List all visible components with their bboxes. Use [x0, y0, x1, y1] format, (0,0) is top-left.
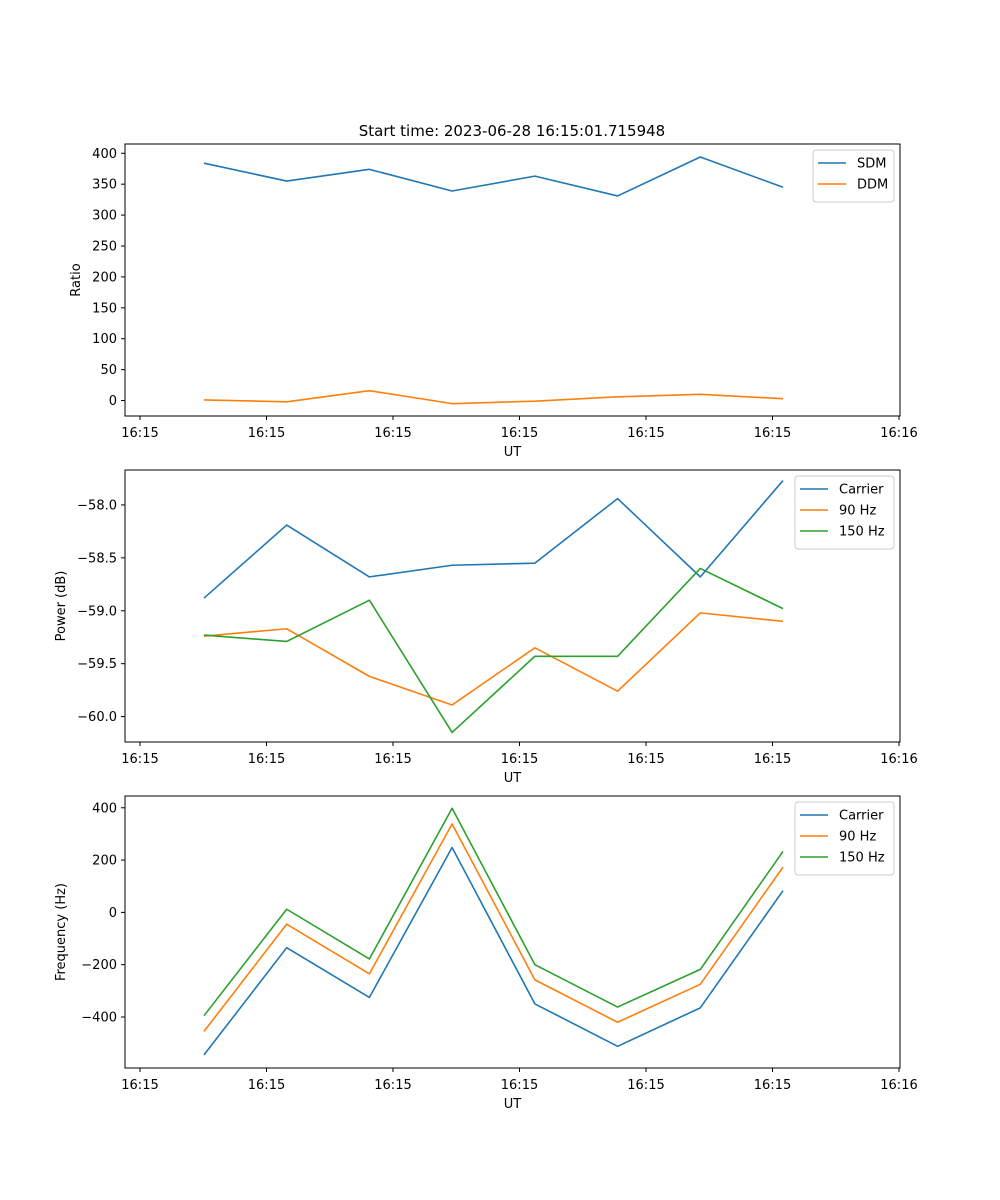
series-line-ddm	[203, 389, 784, 405]
y-tick-label: −400	[81, 1011, 117, 1026]
x-tick-label: 16:15	[627, 752, 664, 767]
y-tick-label: 200	[92, 270, 117, 285]
y-tick-label: 150	[92, 301, 117, 316]
y-axis-label: Ratio	[69, 263, 84, 296]
x-tick-label: 16:15	[501, 426, 538, 441]
y-tick-label: 200	[92, 854, 117, 869]
x-tick-label: 16:15	[121, 426, 158, 441]
x-axis-label: UT	[504, 445, 522, 460]
x-tick-label: 16:15	[627, 1078, 664, 1093]
legend: SDM DDM	[812, 149, 895, 203]
x-tick-label: 16:15	[754, 752, 791, 767]
y-tick-label: 0	[109, 394, 117, 409]
legend-label: Carrier	[839, 483, 884, 498]
y-axis-label: Frequency (Hz)	[54, 883, 69, 981]
series-line-90-hz	[203, 612, 784, 706]
y-tick-label: 100	[92, 332, 117, 347]
series-line-sdm	[203, 156, 784, 197]
legend: Carrier 90 Hz 150 Hz	[794, 801, 895, 876]
y-tick-label: −200	[81, 958, 117, 973]
series-line-150-hz	[203, 567, 784, 734]
y-tick-label: −59.5	[77, 657, 117, 672]
figure-title: Start time: 2023-06-28 16:15:01.715948	[359, 122, 665, 140]
x-tick-label: 16:15	[754, 426, 791, 441]
y-tick-label: 300	[92, 209, 117, 224]
legend: Carrier 90 Hz 150 Hz	[794, 475, 895, 550]
series-line-90-hz	[203, 823, 784, 1032]
y-tick-label: −59.0	[77, 604, 117, 619]
x-tick-label: 16:15	[121, 1078, 158, 1093]
y-tick-label: 400	[92, 147, 117, 162]
plot-frame	[124, 795, 901, 1069]
x-tick-label: 16:15	[501, 1078, 538, 1093]
x-axis-label: UT	[504, 1097, 522, 1112]
legend-label: 150 Hz	[839, 851, 885, 866]
legend-label: DDM	[857, 178, 888, 193]
x-tick-label: 16:15	[754, 1078, 791, 1093]
x-tick-label: 16:15	[248, 426, 285, 441]
y-tick-label: −58.5	[77, 551, 117, 566]
series-line-carrier	[203, 846, 784, 1056]
x-tick-label: 16:15	[248, 1078, 285, 1093]
y-tick-label: 0	[109, 906, 117, 921]
x-tick-label: 16:15	[501, 752, 538, 767]
y-tick-label: 50	[100, 363, 117, 378]
chart-panel-3: 16:15 16:15 16:15 16:15 16:15 16:15 16:16 −400 −…	[54, 795, 918, 1112]
x-tick-label: 16:16	[880, 426, 917, 441]
x-tick-label: 16:16	[880, 752, 917, 767]
y-tick-label: 250	[92, 240, 117, 255]
y-tick-label: 400	[92, 801, 117, 816]
x-tick-label: 16:15	[248, 752, 285, 767]
x-tick-label: 16:15	[374, 1078, 411, 1093]
x-tick-label: 16:16	[880, 1078, 917, 1093]
y-axis-label: Power (dB)	[54, 571, 69, 642]
chart-panel-2: 16:15 16:15 16:15 16:15 16:15 16:15 16:16 −60.0…	[54, 469, 918, 786]
y-tick-label: 350	[92, 178, 117, 193]
series-line-carrier	[203, 480, 784, 599]
series-line-150-hz	[203, 807, 784, 1017]
x-tick-label: 16:15	[374, 752, 411, 767]
legend-label: 90 Hz	[839, 830, 876, 845]
legend-label: Carrier	[839, 809, 884, 824]
legend-label: SDM	[857, 157, 886, 172]
chart-panel-1: 16:15 16:15 16:15 16:15 16:15 16:15 16:16 0 50 10…	[69, 143, 918, 460]
x-tick-label: 16:15	[121, 752, 158, 767]
x-tick-label: 16:15	[627, 426, 664, 441]
y-tick-label: −58.0	[77, 498, 117, 513]
legend-label: 90 Hz	[839, 504, 876, 519]
x-tick-label: 16:15	[374, 426, 411, 441]
legend-label: 150 Hz	[839, 525, 885, 540]
y-tick-label: −60.0	[77, 710, 117, 725]
x-axis-label: UT	[504, 771, 522, 786]
plot-frame	[124, 469, 901, 743]
plot-frame	[124, 143, 901, 417]
